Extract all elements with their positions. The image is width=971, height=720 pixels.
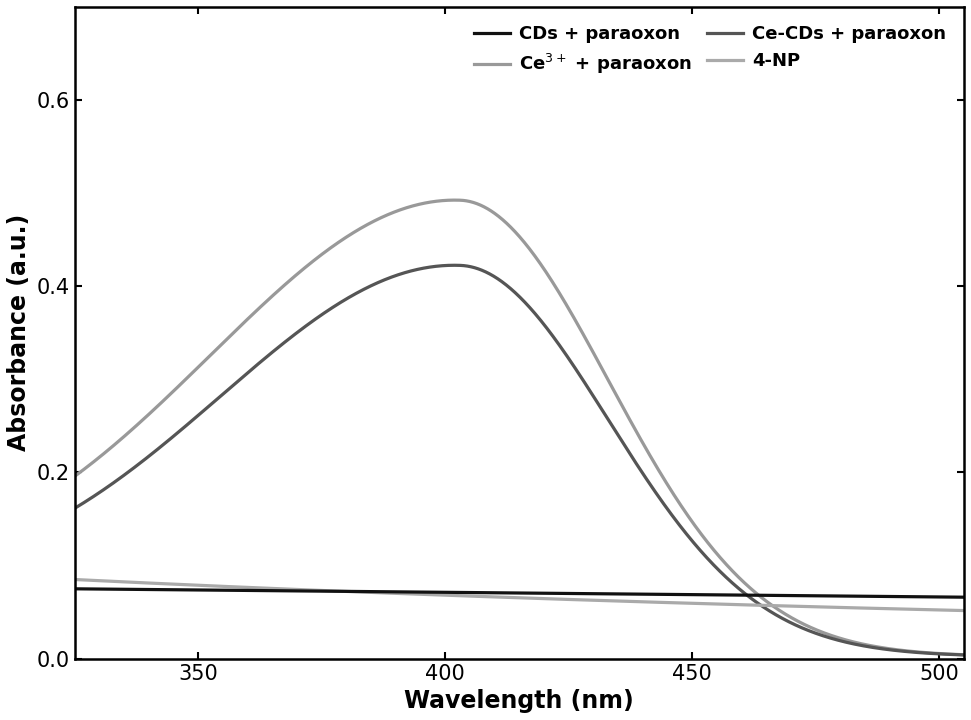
CDs + paraoxon [478, 588, 489, 597]
Ce-CDs + paraoxon [502, 282, 514, 290]
Y-axis label: Absorbance (a.u.): Absorbance (a.u.) [7, 214, 31, 451]
Ce-CDs + paraoxon [770, 610, 782, 618]
CDs + paraoxon [932, 593, 944, 601]
4-NP [769, 601, 781, 610]
Line: Ce$^{3+}$ + paraoxon: Ce$^{3+}$ + paraoxon [75, 200, 964, 654]
X-axis label: Wavelength (nm): Wavelength (nm) [405, 689, 634, 713]
CDs + paraoxon [958, 593, 970, 601]
Legend: CDs + paraoxon, Ce$^{3+}$ + paraoxon, Ce-CDs + paraoxon, 4-NP: CDs + paraoxon, Ce$^{3+}$ + paraoxon, Ce… [465, 16, 955, 85]
Ce-CDs + paraoxon [478, 267, 489, 276]
CDs + paraoxon [932, 593, 944, 601]
CDs + paraoxon [501, 588, 513, 597]
Ce-CDs + paraoxon [69, 504, 81, 513]
4-NP [115, 577, 126, 586]
Ce$^{3+}$ + paraoxon [69, 472, 81, 481]
Ce$^{3+}$ + paraoxon [770, 603, 782, 612]
Ce$^{3+}$ + paraoxon [958, 650, 970, 659]
4-NP [478, 593, 489, 601]
Line: CDs + paraoxon: CDs + paraoxon [75, 589, 964, 597]
Ce$^{3+}$ + paraoxon [115, 436, 126, 444]
Ce$^{3+}$ + paraoxon [449, 196, 460, 204]
4-NP [932, 606, 944, 614]
Line: 4-NP: 4-NP [75, 580, 964, 611]
Ce-CDs + paraoxon [115, 474, 126, 482]
CDs + paraoxon [69, 585, 81, 593]
Ce$^{3+}$ + paraoxon [478, 202, 489, 211]
4-NP [958, 606, 970, 615]
4-NP [932, 606, 944, 614]
Ce-CDs + paraoxon [958, 651, 970, 660]
4-NP [69, 575, 81, 584]
Ce-CDs + paraoxon [932, 649, 944, 658]
CDs + paraoxon [115, 585, 126, 593]
Ce$^{3+}$ + paraoxon [502, 220, 514, 228]
4-NP [501, 593, 513, 602]
Ce-CDs + paraoxon [933, 649, 945, 658]
CDs + paraoxon [769, 591, 781, 600]
Ce$^{3+}$ + paraoxon [933, 649, 945, 658]
Ce$^{3+}$ + paraoxon [932, 649, 944, 658]
Ce-CDs + paraoxon [449, 261, 460, 269]
Line: Ce-CDs + paraoxon: Ce-CDs + paraoxon [75, 265, 964, 655]
